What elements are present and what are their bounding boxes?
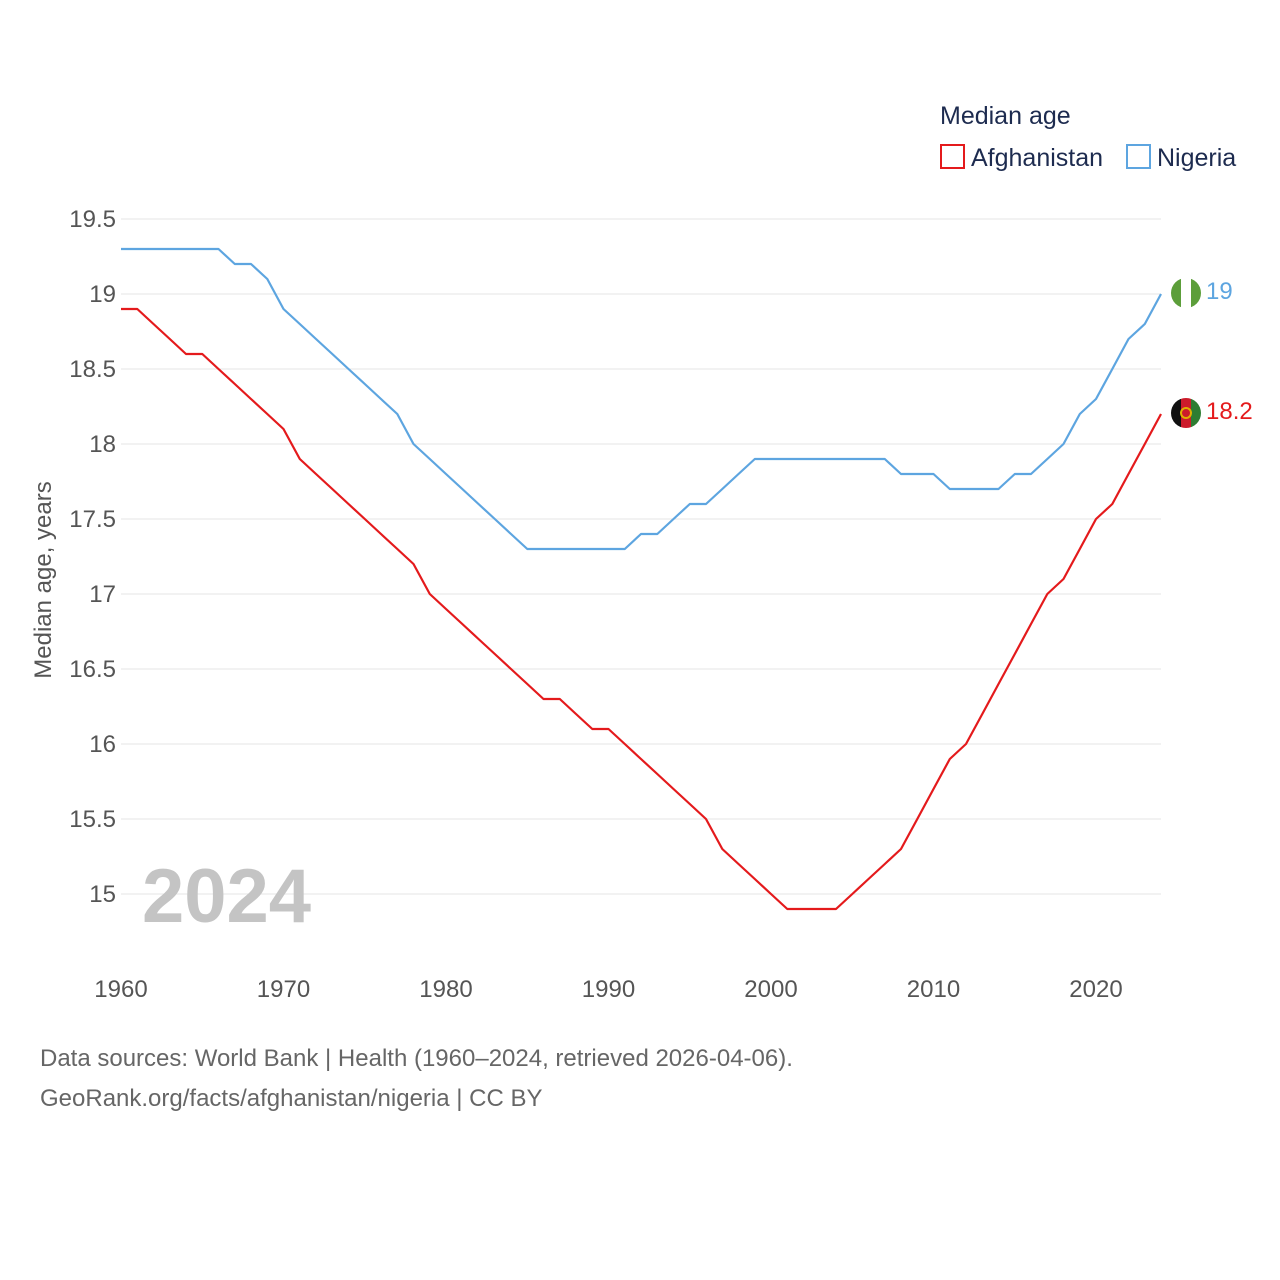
series-lines [121, 247, 1162, 911]
series-line-afghanistan[interactable] [121, 307, 1162, 911]
legend-swatch-nigeria[interactable] [1126, 144, 1151, 169]
x-tick-label: 1960 [94, 976, 147, 1003]
footer-link[interactable]: GeoRank.org/facts/afghanistan/nigeria | … [40, 1085, 543, 1112]
y-tick-label: 16.5 [69, 656, 116, 683]
x-tick-label: 2020 [1069, 976, 1122, 1003]
y-tick-label: 19.5 [69, 206, 116, 233]
x-tick-label: 1990 [582, 976, 635, 1003]
x-tick-label: 2010 [907, 976, 960, 1003]
y-tick-label: 18.5 [69, 356, 116, 383]
series-line-nigeria[interactable] [121, 247, 1162, 551]
legend-title: Median age [940, 102, 1071, 130]
legend: Median age Afghanistan Nigeria [940, 102, 1236, 172]
y-tick-label: 16 [89, 731, 116, 758]
end-label-afghanistan: 18.2 [1206, 398, 1253, 425]
x-tick-label: 1970 [257, 976, 310, 1003]
y-tick-label: 15.5 [69, 806, 116, 833]
y-tick-label: 17 [89, 581, 116, 608]
y-tick-label: 17.5 [69, 506, 116, 533]
legend-swatch-afghanistan[interactable] [940, 144, 965, 169]
end-label-nigeria: 19 [1206, 278, 1233, 305]
x-axis-ticks: 1960 1970 1980 1990 2000 2010 2020 [94, 976, 1122, 1003]
y-axis-ticks: 15 15.5 16 16.5 17 17.5 18 18.5 19 19.5 [69, 206, 116, 908]
y-tick-label: 15 [89, 881, 116, 908]
x-tick-label: 1980 [419, 976, 472, 1003]
legend-label-afghanistan[interactable]: Afghanistan [971, 144, 1103, 172]
y-tick-label: 19 [89, 281, 116, 308]
legend-label-nigeria[interactable]: Nigeria [1157, 144, 1236, 172]
y-tick-label: 18 [89, 431, 116, 458]
year-watermark: 2024 [142, 854, 311, 939]
afghanistan-flag-icon [1171, 398, 1201, 428]
nigeria-flag-icon [1171, 278, 1201, 308]
x-tick-label: 2000 [744, 976, 797, 1003]
y-axis-label: Median age, years [30, 481, 57, 678]
footer-sources: Data sources: World Bank | Health (1960–… [40, 1045, 793, 1072]
grid-lines [121, 218, 1161, 895]
